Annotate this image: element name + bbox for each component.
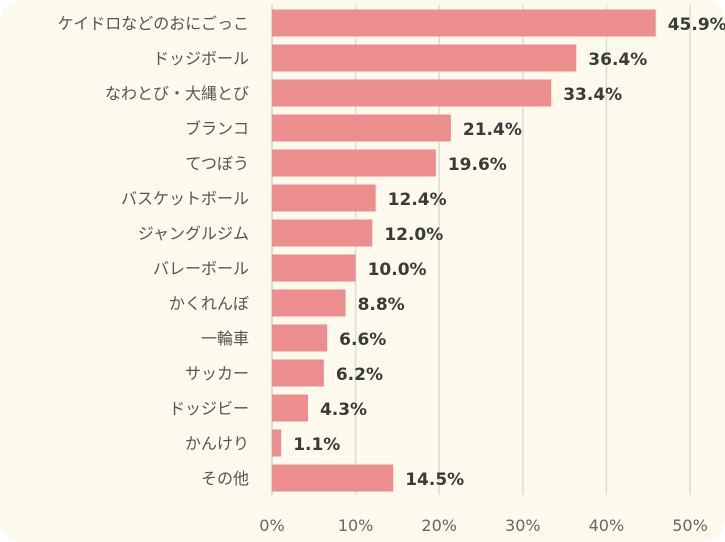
bar [272,359,324,387]
value-label: 8.8% [358,295,405,315]
bar [272,254,356,282]
value-label: 19.6% [448,155,507,175]
category-label: 一輪車 [201,329,249,348]
x-tick-label: 20% [421,516,457,535]
bar [272,44,577,72]
category-label: てつぼう [185,154,249,173]
bar [272,184,376,212]
category-label: サッカー [185,364,249,383]
category-label: その他 [201,469,249,488]
x-tick-label: 40% [589,516,625,535]
value-label: 6.6% [339,330,386,350]
category-label: ドッジボール [153,49,249,68]
x-tick-label: 50% [672,516,708,535]
bar [272,324,328,352]
value-label: 10.0% [368,260,427,280]
x-tick-label: 0% [259,516,284,535]
value-label: 4.3% [320,400,367,420]
bar [272,114,451,142]
bar [272,219,373,247]
category-label: かんけり [185,434,249,453]
bar [272,9,656,37]
value-label: 12.0% [384,225,443,245]
value-label: 36.4% [588,50,647,70]
bar [272,429,282,457]
category-label: ケイドロなどのおにごっこ [58,14,249,33]
bar [272,394,308,422]
value-label: 1.1% [293,435,340,455]
category-label: なわとび・大縄とび [105,84,249,103]
value-label: 6.2% [336,365,383,385]
value-label: 14.5% [405,470,464,490]
value-label: 12.4% [388,190,447,210]
category-label: かくれんぼ [169,294,249,313]
category-label: ジャングルジム [138,224,249,243]
category-label: ドッジビー [169,399,249,418]
x-tick-label: 30% [505,516,541,535]
value-label: 21.4% [463,120,522,140]
category-label: バレーボール [153,259,249,278]
x-tick-label: 10% [338,516,374,535]
category-label: バスケットボール [121,189,249,208]
bar [272,79,552,107]
value-label: 45.9% [668,15,725,35]
value-label: 33.4% [563,85,622,105]
category-label: ブランコ [185,119,249,138]
bar [272,289,346,317]
bar [272,464,394,492]
bar [272,149,436,177]
